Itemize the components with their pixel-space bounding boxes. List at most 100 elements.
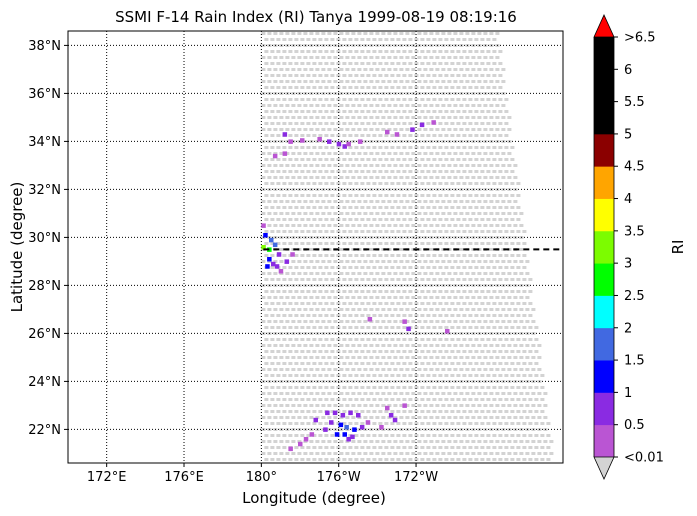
swath-sample-row — [261, 368, 542, 371]
y-axis-ticks: 22°N 24°N 26°N 28°N 30°N 32°N 34°N 36°N 38°N — [28, 39, 68, 438]
swath-sample-row — [261, 140, 512, 143]
swath-sample-row — [264, 362, 539, 365]
colorbar-outline — [593, 37, 615, 457]
rain-point — [282, 132, 288, 137]
swath-sample-row — [261, 152, 512, 155]
y-tick-label: 36°N — [28, 87, 61, 102]
rain-point — [344, 425, 349, 430]
rain-point — [303, 437, 309, 442]
rain-point — [334, 432, 340, 437]
rain-point — [288, 139, 293, 144]
colorbar-tick-label: 0.5 — [624, 418, 645, 433]
swath-sample-row — [264, 302, 533, 305]
rain-point — [284, 259, 289, 264]
rain-point — [338, 422, 344, 428]
swath-sample-row — [261, 200, 518, 203]
colorbar-over-triangle — [593, 14, 615, 38]
colorbar-segment — [594, 392, 614, 426]
rain-point — [278, 269, 284, 274]
rain-point — [346, 437, 351, 442]
swath-sample-row — [264, 266, 527, 269]
swath-sample-row — [264, 278, 533, 281]
rain-point — [346, 141, 351, 147]
rain-point — [394, 132, 400, 137]
swath-sample-row — [264, 230, 527, 233]
colorbar-segment — [594, 133, 614, 167]
swath-sample-row — [261, 404, 548, 407]
rain-point — [267, 247, 272, 252]
rain-point — [445, 329, 450, 334]
rain-point — [410, 127, 415, 132]
y-tick-label: 34°N — [28, 135, 61, 150]
rain-point — [402, 319, 407, 324]
swath-sample-row — [264, 50, 503, 53]
rain-point — [265, 264, 270, 269]
x-tick-label: 176°E — [164, 470, 204, 485]
rain-point — [388, 413, 394, 418]
swath-sample-row — [264, 374, 545, 377]
y-tick-label: 32°N — [28, 183, 61, 198]
rain-point — [272, 242, 278, 248]
swath-sample-row — [261, 320, 536, 323]
x-axis-label: Longitude (degree) — [242, 489, 386, 507]
swath-sample-row — [264, 146, 515, 149]
swath-sample-row — [264, 38, 497, 41]
swath-sample-row — [261, 296, 530, 299]
rain-point — [263, 233, 268, 238]
rain-point — [385, 405, 390, 411]
swath-sample-row — [264, 386, 545, 389]
rain-point — [276, 252, 282, 257]
colorbar-segment — [594, 295, 614, 329]
swath-sample-row — [264, 74, 503, 77]
swath-sample-row — [264, 98, 509, 101]
colorbar-tick-label: 3.5 — [624, 224, 645, 239]
y-axis-label: Latitude (degree) — [8, 182, 26, 313]
colorbar-label: RI — [669, 240, 687, 255]
swath-sample-row — [264, 326, 539, 329]
rain-point — [385, 129, 390, 135]
swath-sample-row — [261, 272, 530, 275]
swath-sample-row — [264, 290, 533, 293]
y-tick-label: 24°N — [28, 375, 61, 390]
rain-point — [269, 237, 274, 243]
y-tick-label: 26°N — [28, 327, 61, 342]
colorbar-tick-label: 3 — [624, 257, 632, 272]
rain-point — [272, 153, 278, 159]
swath-sample-row — [264, 86, 503, 89]
rain-point — [392, 417, 398, 423]
rain-point — [261, 245, 266, 250]
swath-sample-row — [261, 68, 506, 71]
swath-sample-row — [261, 212, 524, 215]
x-tick-label: 172°W — [394, 470, 438, 485]
rain-point — [327, 139, 332, 144]
rain-point — [298, 441, 303, 447]
swath-sample-row — [261, 416, 548, 419]
y-tick-label: 38°N — [28, 39, 61, 54]
swath-sample-row — [264, 182, 521, 185]
x-tick-label: 172°E — [87, 470, 127, 485]
swath-sample-row — [264, 110, 509, 113]
swath-sample-row — [264, 242, 527, 245]
swath-sample-row — [261, 248, 524, 251]
rain-point — [340, 413, 346, 418]
x-axis-ticks: 172°E 176°E 180° 176°W 172°W — [87, 463, 438, 485]
swath-sample-row — [261, 236, 524, 239]
rain-point — [367, 317, 373, 322]
colorbar-segment — [594, 37, 614, 70]
swath-sample-row — [264, 158, 515, 161]
colorbar-tick-label: 1 — [624, 386, 632, 401]
swath-sample-row — [261, 452, 554, 455]
swath-sample-row — [264, 170, 515, 173]
swath-sample-row — [261, 80, 506, 83]
rain-point — [271, 261, 276, 267]
swath-sample-row — [261, 116, 512, 119]
colorbar: <0.01 0.5 1 1.5 2 2.5 3 3.5 4 4.5 5 5.5 6 >6.5 — [593, 14, 664, 480]
colorbar-tick-label: <0.01 — [624, 451, 664, 466]
swath-sample-row — [264, 122, 509, 125]
rain-point — [348, 410, 353, 416]
colorbar-segment — [594, 360, 614, 393]
rain-point — [325, 410, 330, 416]
rain-point — [356, 413, 361, 418]
swath-sample-row — [264, 194, 521, 197]
rain-point — [419, 122, 425, 128]
